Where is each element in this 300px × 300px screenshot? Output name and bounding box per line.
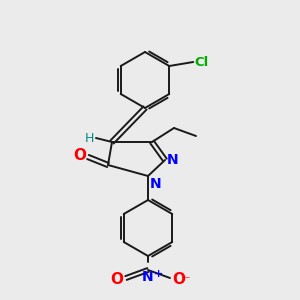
Text: +: + (154, 269, 163, 279)
Text: O: O (172, 272, 185, 286)
Text: N: N (167, 153, 178, 167)
Text: ⁻: ⁻ (183, 274, 190, 287)
Text: H: H (85, 131, 94, 145)
Text: N: N (142, 270, 154, 284)
Text: Cl: Cl (194, 56, 208, 68)
Text: O: O (110, 272, 124, 286)
Text: O: O (74, 148, 86, 164)
Text: N: N (150, 177, 162, 191)
